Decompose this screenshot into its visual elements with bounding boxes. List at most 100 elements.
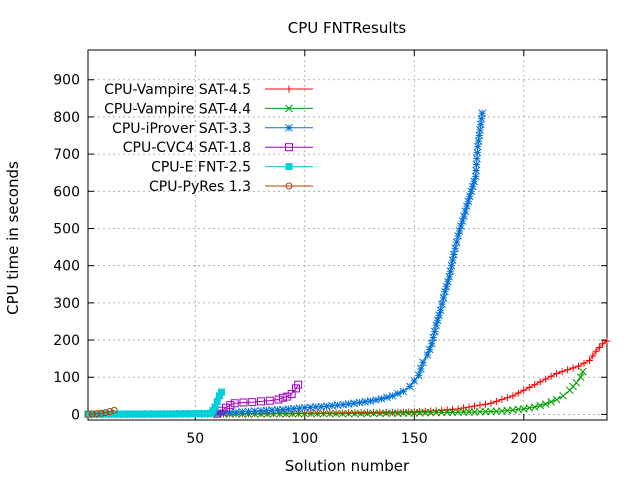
data-point: [423, 351, 432, 359]
data-point: [473, 148, 482, 157]
series-line: [216, 384, 299, 415]
series-layer: [84, 109, 611, 419]
data-point: [595, 343, 603, 351]
data-point: [120, 410, 128, 418]
data-point: [547, 397, 556, 406]
data-point: [569, 364, 577, 372]
data-point: [339, 400, 347, 409]
data-point: [369, 409, 378, 418]
data-point: [553, 370, 561, 378]
data-point: [285, 104, 293, 113]
data-point: [441, 287, 449, 296]
data-point: [410, 409, 419, 417]
data-point: [287, 389, 296, 398]
data-point: [468, 182, 477, 191]
data-point: [459, 408, 468, 416]
data-point: [311, 403, 320, 411]
data-point: [322, 402, 331, 411]
data-point: [552, 395, 561, 404]
data-point: [414, 371, 423, 380]
data-point: [142, 410, 150, 418]
series-5: [84, 388, 226, 418]
data-point: [153, 410, 161, 418]
data-point: [475, 131, 484, 140]
y-tick-label: 600: [53, 184, 80, 200]
data-point: [547, 372, 555, 380]
data-point: [429, 333, 438, 342]
data-point: [461, 207, 470, 215]
series-2: [84, 367, 587, 419]
data-point: [289, 404, 298, 413]
data-point: [306, 403, 315, 412]
data-point: [383, 393, 391, 402]
data-point: [448, 256, 457, 264]
data-point: [102, 409, 110, 417]
data-point: [589, 352, 597, 360]
data-point: [432, 408, 441, 417]
data-point: [558, 368, 566, 376]
data-point: [363, 409, 371, 417]
data-point: [542, 375, 550, 383]
data-point: [357, 409, 365, 417]
data-point: [421, 408, 430, 417]
data-point: [169, 410, 177, 418]
data-point: [219, 409, 228, 417]
data-point: [278, 393, 287, 402]
data-point: [432, 321, 441, 330]
data-point: [332, 409, 340, 418]
data-point: [449, 250, 458, 259]
data-point: [84, 410, 92, 418]
data-point: [376, 408, 384, 416]
data-point: [473, 142, 482, 151]
data-point: [265, 396, 274, 405]
data-point: [361, 397, 369, 406]
data-point: [525, 383, 533, 391]
data-point: [126, 410, 134, 418]
data-point: [462, 202, 471, 211]
data-point: [106, 407, 114, 415]
data-point: [498, 396, 506, 404]
data-point: [288, 409, 297, 418]
data-point: [439, 294, 448, 302]
data-point: [148, 410, 156, 418]
data-point: [232, 408, 240, 417]
data-point: [520, 386, 528, 394]
data-point: [244, 407, 253, 416]
y-axis-label: CPU time in seconds: [4, 161, 22, 315]
data-point: [444, 277, 452, 286]
data-point: [536, 401, 545, 410]
data-point: [333, 401, 342, 409]
data-point: [576, 373, 585, 382]
data-point: [217, 406, 226, 415]
data-point: [268, 406, 276, 414]
data-point: [476, 401, 484, 409]
data-point: [350, 399, 358, 408]
data-point: [451, 244, 460, 253]
data-point: [285, 123, 293, 132]
data-point: [319, 409, 328, 418]
data-point: [471, 172, 480, 181]
data-point: [579, 367, 587, 376]
data-point: [357, 409, 365, 418]
data-point: [345, 409, 353, 417]
legend-label: CPU-PyRes 1.3: [149, 179, 251, 195]
data-point: [478, 109, 487, 118]
data-point: [575, 362, 583, 370]
data-point: [536, 378, 544, 386]
data-point: [458, 217, 467, 225]
series-6: [84, 406, 118, 418]
y-tick-label: 800: [53, 110, 80, 126]
data-point: [464, 197, 473, 206]
data-point: [209, 407, 217, 415]
data-point: [457, 222, 465, 230]
data-point: [226, 401, 235, 410]
data-point: [285, 182, 293, 190]
data-point: [472, 160, 481, 169]
data-point: [238, 407, 247, 416]
x-tick-label: 200: [510, 431, 537, 447]
y-tick-label: 100: [53, 370, 80, 386]
data-point: [131, 410, 139, 418]
data-point: [541, 400, 550, 408]
data-point: [93, 410, 101, 418]
